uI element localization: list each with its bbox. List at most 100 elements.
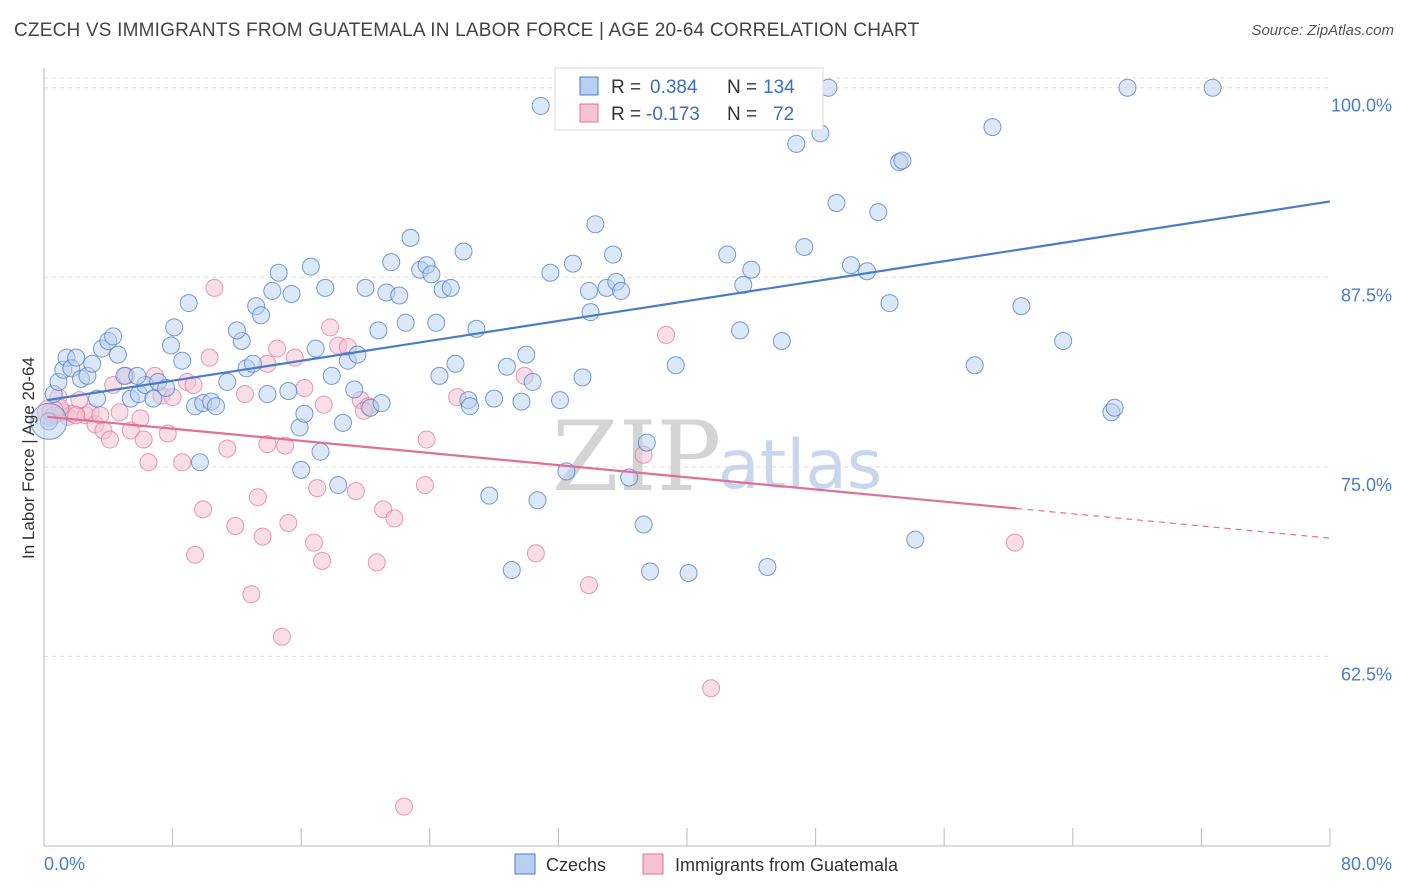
bottom-legend-czech-swatch <box>514 853 536 875</box>
czech-point <box>165 318 184 337</box>
czech-point <box>301 257 320 276</box>
czech-point <box>333 413 352 432</box>
czech-point <box>604 245 623 264</box>
legend-row1-r-label: R = <box>611 77 641 98</box>
guatemala-point <box>367 553 386 572</box>
czech-point <box>880 294 899 313</box>
czech-point <box>637 433 656 452</box>
czech-point <box>528 491 547 510</box>
stats-legend: R = 0.384 N = 134 R = -0.173 N = 72 <box>554 67 824 131</box>
czech-point <box>282 284 301 303</box>
czech-point <box>295 404 314 423</box>
guatemala-point <box>415 476 434 495</box>
guatemala-point <box>134 430 153 449</box>
czech-point <box>502 560 521 579</box>
czech-point <box>573 368 592 387</box>
czech-point <box>679 564 698 583</box>
czech-point <box>173 351 192 370</box>
guatemala-point <box>295 378 314 397</box>
czech-point <box>252 306 271 325</box>
czech-point <box>441 278 460 297</box>
guatemala-point <box>253 527 272 546</box>
czech-point <box>227 321 246 340</box>
guatemala-point <box>395 797 414 816</box>
y-tick-label: 62.5% <box>1341 664 1392 684</box>
series-legend: Czechs Immigrants from Guatemala <box>514 853 899 875</box>
czech-point <box>731 321 750 340</box>
guatemala-point <box>276 436 295 455</box>
czech-point <box>316 278 335 297</box>
czech-point <box>983 118 1002 137</box>
guatemala-point <box>308 479 327 498</box>
guatemala-point <box>305 533 324 552</box>
legend-row1-r-value: 0.384 <box>650 77 698 98</box>
czech-point <box>485 389 504 408</box>
czech-point <box>787 134 806 153</box>
czech-point <box>329 476 348 495</box>
czech-point <box>263 281 282 300</box>
guatemala-point <box>385 509 404 528</box>
guatemala-point <box>268 339 287 358</box>
stats-legend-box <box>554 67 824 131</box>
czech-point <box>1118 78 1137 97</box>
czech-point <box>430 366 449 385</box>
guatemala-point <box>131 409 150 428</box>
bottom-legend-guatemala-swatch <box>642 853 664 875</box>
guatemala-point <box>173 453 192 472</box>
czech-point <box>306 339 325 358</box>
czech-point <box>83 354 102 373</box>
czech-point <box>480 486 499 505</box>
czech-point <box>108 345 127 364</box>
watermark-atlas: atlas <box>718 426 882 505</box>
czech-point <box>427 313 446 332</box>
guatemala-point <box>313 551 332 570</box>
czech-point <box>965 356 984 375</box>
czech-point <box>348 345 367 364</box>
czech-point <box>718 245 737 264</box>
czech-point <box>161 336 180 355</box>
czech-point <box>634 515 653 534</box>
guatemala-point <box>526 544 545 563</box>
guatemala-point <box>110 403 129 422</box>
czech-point <box>190 453 209 472</box>
czech-point <box>67 348 86 367</box>
watermark: ZIP atlas <box>552 401 882 513</box>
legend-row2-r-label: R = <box>611 104 641 125</box>
guatemala-point <box>235 385 254 404</box>
czech-point <box>372 394 391 413</box>
x-tick-label-max: 80.0% <box>1341 854 1392 874</box>
czech-point <box>292 460 311 479</box>
y-tick-label: 87.5% <box>1341 285 1392 305</box>
series-czechs-points <box>30 78 1222 583</box>
guatemala-trend-line <box>47 415 1017 510</box>
legend-czech-swatch <box>579 76 599 96</box>
legend-row2-n-label: N = <box>727 104 757 125</box>
guatemala-point <box>272 627 291 646</box>
czech-point <box>1054 331 1073 350</box>
guatemala-point <box>200 348 219 367</box>
czech-point <box>345 380 364 399</box>
czech-point <box>454 242 473 261</box>
czech-point <box>446 354 465 373</box>
legend-row1-n-label: N = <box>727 77 757 98</box>
czech-point <box>541 263 560 282</box>
czech-point <box>157 378 176 397</box>
czech-point <box>1203 78 1222 97</box>
czech-point <box>581 303 600 322</box>
guatemala-point <box>279 513 298 532</box>
czech-point <box>586 215 605 234</box>
legend-row2-n-value: 72 <box>773 104 794 125</box>
czech-point <box>1012 297 1031 316</box>
y-tick-label: 75.0% <box>1341 475 1392 495</box>
series-guatemala-points <box>36 278 1024 816</box>
czech-point <box>311 442 330 461</box>
guatemala-point <box>139 453 158 472</box>
czech-point <box>893 151 912 170</box>
czech-point <box>128 366 147 385</box>
czech-point <box>322 366 341 385</box>
czech-point <box>666 356 685 375</box>
czech-point <box>641 562 660 581</box>
czech-point <box>382 253 401 272</box>
legend-row2-r-value: -0.173 <box>646 104 700 125</box>
